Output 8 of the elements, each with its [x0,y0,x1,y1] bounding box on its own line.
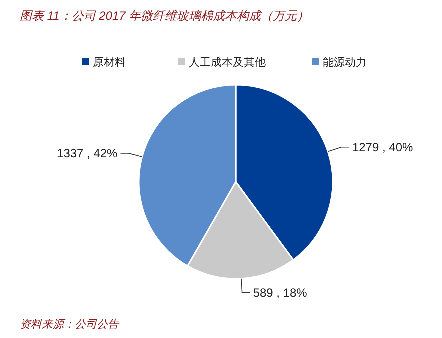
data-label: 1279 , 40% [352,140,414,154]
legend-label: 原材料 [93,56,126,69]
legend-label: 人工成本及其他 [189,56,266,69]
chart-title: 图表 11：公司 2017 年微纤维玻璃棉成本构成（万元） [20,9,310,23]
data-label: 1337 , 42% [57,146,118,160]
text: 资料来源：公司公告 [20,318,120,331]
legend-label: 能源动力 [323,56,367,69]
data-label: 589 , 18% [253,286,308,300]
